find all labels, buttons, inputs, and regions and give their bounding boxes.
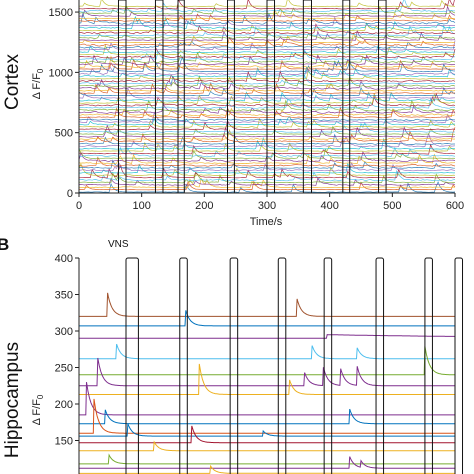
- hippocampus-stim-window: [323, 257, 333, 474]
- hippocampus-trace: [79, 334, 456, 339]
- hippocampus-trace: [79, 408, 455, 425]
- hippocampus-y-tick-label: 400: [55, 253, 73, 265]
- hippocampus-trace: [79, 464, 455, 474]
- hippocampus-y-tick-label: 150: [55, 436, 73, 448]
- cortex-xlabel: Time/s: [250, 216, 283, 228]
- hippocampus-trace: [79, 398, 455, 434]
- hippocampus-axes: 150 200 250 300 350 400: [55, 253, 80, 474]
- cortex-y-tick-label: 0: [67, 188, 73, 200]
- hippocampus-trace: [79, 425, 455, 444]
- hippocampus-y-tick-label: 300: [55, 326, 73, 338]
- hippocampus-trace: [79, 343, 455, 360]
- cortex-x-tick-label: 100: [132, 200, 150, 212]
- hippocampus-stim-window: [179, 257, 188, 474]
- hippocampus-trace: [79, 456, 455, 469]
- hippocampus-stim-window: [125, 257, 139, 474]
- cortex-ylabel: Δ F/F0: [31, 68, 45, 99]
- panel-b-letter: B: [0, 235, 9, 254]
- hippocampus-plot-area: [79, 257, 464, 474]
- hippocampus-y-tick-label: 200: [55, 399, 73, 411]
- cortex-y-tick-label: 1000: [49, 67, 73, 79]
- hippocampus-stim-window: [454, 257, 464, 474]
- hippocampus-trace: [79, 453, 455, 465]
- hippocampus-trace: [79, 423, 455, 437]
- cortex-x-tick-label: 400: [320, 200, 338, 212]
- hippocampus-panel: B VNS Hippocampus Δ F/F0 150 200 250 300 350…: [0, 235, 464, 474]
- hippocampus-trace: [79, 357, 455, 387]
- hippocampus-ylabel: Δ F/F0: [31, 394, 45, 425]
- cortex-x-tick-label: 600: [446, 200, 464, 212]
- hippocampus-trace: [79, 346, 455, 376]
- hippocampus-stim-window: [424, 257, 433, 474]
- hippocampus-y-tick-label: 250: [55, 363, 73, 375]
- hippocampus-y-tick-label: 350: [55, 290, 73, 302]
- cortex-axes: 0 100 200 300 400 500 600 0 500 1000 1500: [49, 0, 464, 212]
- cortex-x-tick-label: 0: [76, 200, 82, 212]
- hippocampus-trace: [79, 292, 455, 317]
- hippocampus-stim-window: [375, 257, 385, 474]
- cortex-stim-window: [342, 0, 351, 194]
- hippocampus-trace: [79, 310, 455, 327]
- vns-label: VNS: [108, 239, 129, 250]
- hippocampus-stim-window: [277, 257, 287, 474]
- cortex-stim-window: [154, 0, 164, 194]
- hippocampus-stim-window: [229, 257, 239, 474]
- cortex-region-label: Cortex: [2, 54, 23, 110]
- hippocampus-trace: [79, 363, 455, 395]
- hippocampus-region-label: Hippocampus: [2, 342, 23, 458]
- cortex-y-tick-label: 1500: [49, 7, 73, 19]
- hippocampus-trace: [79, 440, 455, 452]
- hippocampus-trace: [79, 382, 455, 416]
- cortex-plot-area: [78, 0, 456, 194]
- cortex-x-tick-label: 200: [195, 200, 213, 212]
- cortex-x-tick-label: 500: [383, 200, 401, 212]
- cortex-y-tick-label: 500: [55, 128, 73, 140]
- cortex-panel: Cortex Δ F/F0 0 100 200 300 400 500 600 0 500 100…: [2, 0, 464, 228]
- cortex-x-tick-label: 300: [258, 200, 276, 212]
